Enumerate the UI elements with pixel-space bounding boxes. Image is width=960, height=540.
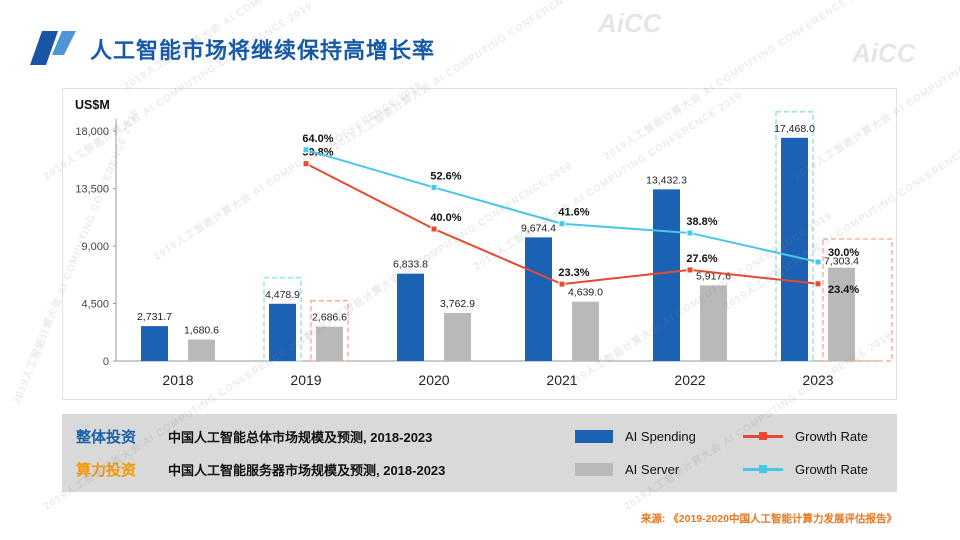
svg-text:2018: 2018 [162, 372, 193, 388]
svg-text:1,680.6: 1,680.6 [184, 325, 219, 337]
ai-server-swatch [575, 463, 613, 476]
svg-text:23.3%: 23.3% [558, 267, 589, 279]
slide-logo-icon [30, 31, 76, 65]
svg-text:6,833.8: 6,833.8 [393, 259, 428, 271]
legend-tag-server: 算力投资 [76, 462, 137, 479]
source-note: 来源: 《2019-2020中国人工智能计算力发展评估报告》 [640, 513, 897, 525]
growth-rate-spending-label: Growth Rate [795, 429, 868, 444]
svg-text:41.6%: 41.6% [558, 207, 589, 219]
svg-text:18,000: 18,000 [75, 126, 109, 138]
svg-text:0: 0 [103, 356, 109, 368]
svg-text:2019: 2019 [290, 372, 321, 388]
market-growth-chart: US$M 18,000 13,500 9,000 4,500 0 2,731.7 1,680.… [75, 98, 893, 388]
svg-text:4,500: 4,500 [81, 299, 109, 311]
legend-row-server: 算力投资 中国人工智能服务器市场规模及预测, 2018-2023 AI Serv… [76, 457, 883, 483]
ai-spending-label: AI Spending [625, 429, 696, 444]
svg-text:4,478.9: 4,478.9 [265, 289, 300, 301]
page-title: 人工智能市场将继续保持高增长率 [90, 38, 436, 63]
svg-text:27.6%: 27.6% [686, 253, 717, 265]
aicc-logo-watermark: AiCC [852, 38, 916, 68]
ai-server-label: AI Server [625, 462, 680, 477]
svg-text:17,468.0: 17,468.0 [774, 123, 815, 135]
legend-tag-overall: 整体投资 [76, 429, 137, 446]
svg-text:2021: 2021 [546, 372, 577, 388]
growth-rate-spending-swatch [743, 432, 783, 440]
svg-text:13,500: 13,500 [75, 184, 109, 196]
svg-text:64.0%: 64.0% [302, 133, 333, 145]
svg-text:40.0%: 40.0% [430, 212, 461, 224]
svg-text:2023: 2023 [802, 372, 833, 388]
svg-text:3,762.9: 3,762.9 [440, 298, 475, 310]
chart-panel: US$M 18,000 13,500 9,000 4,500 0 2,731.7 1,680.… [62, 88, 897, 400]
legend-desc-server: 中国人工智能服务器市场规模及预测, 2018-2023 [168, 463, 446, 478]
svg-text:30.0%: 30.0% [828, 247, 859, 259]
svg-text:13,432.3: 13,432.3 [646, 174, 687, 186]
svg-text:2,731.7: 2,731.7 [137, 311, 172, 323]
legend-row-overall: 整体投资 中国人工智能总体市场规模及预测, 2018-2023 AI Spend… [76, 424, 883, 450]
growth-rate-server-swatch [743, 465, 783, 473]
svg-text:38.8%: 38.8% [686, 216, 717, 228]
svg-text:7,303.4: 7,303.4 [824, 256, 859, 268]
growth-rate-server-label: Growth Rate [795, 462, 868, 477]
svg-text:9,000: 9,000 [81, 241, 109, 253]
svg-text:52.6%: 52.6% [430, 170, 461, 182]
svg-text:4,639.0: 4,639.0 [568, 287, 603, 299]
svg-text:9,674.4: 9,674.4 [521, 222, 556, 234]
svg-text:2022: 2022 [674, 372, 705, 388]
aicc-logo-watermark: AiCC [598, 8, 662, 38]
legend-desc-overall: 中国人工智能总体市场规模及预测, 2018-2023 [168, 430, 433, 445]
svg-text:2020: 2020 [418, 372, 449, 388]
svg-text:2,686.6: 2,686.6 [312, 312, 347, 324]
legend-panel: 整体投资 中国人工智能总体市场规模及预测, 2018-2023 AI Spend… [62, 414, 897, 492]
svg-text:23.4%: 23.4% [828, 284, 859, 296]
header: 人工智能市场将继续保持高增长率 [30, 30, 435, 68]
svg-text:US$M: US$M [75, 98, 110, 112]
ai-spending-swatch [575, 430, 613, 443]
